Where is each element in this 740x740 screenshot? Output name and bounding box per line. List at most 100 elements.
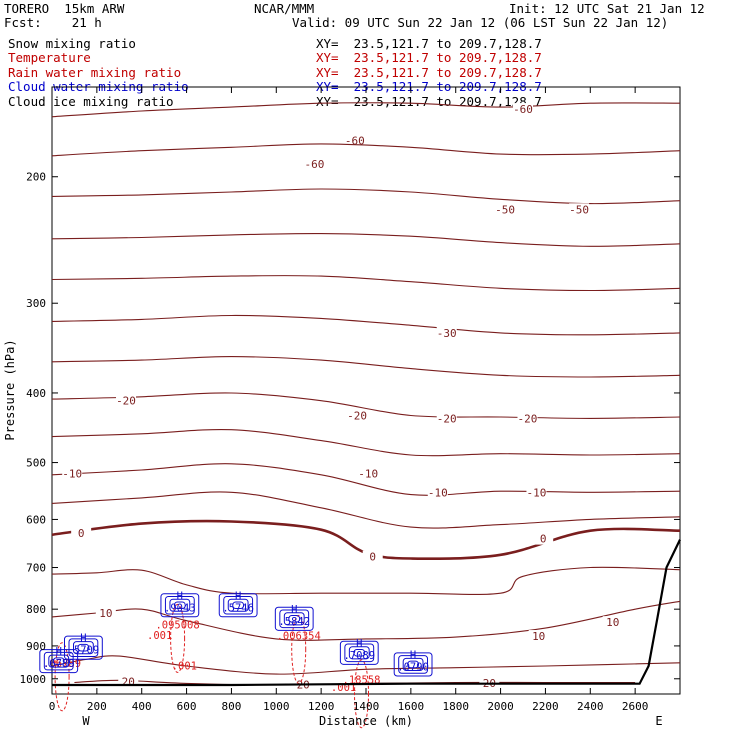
x-tick-label: 200 (87, 700, 107, 713)
cloud-water-high-marker: H (235, 590, 241, 602)
temperature-contour-label: -20 (116, 395, 136, 408)
contour-label-bg (569, 203, 590, 216)
temperature-contour-line (51, 314, 681, 336)
cloud-water-contour (218, 593, 258, 618)
temperature-contour-line (51, 275, 681, 292)
temperature-contour-line (51, 600, 681, 641)
contour-label-bg (436, 412, 457, 425)
cloud-water-contour (288, 614, 301, 623)
plot-frame (51, 86, 681, 695)
contour-label-bg (427, 486, 448, 499)
temperature-contour-line (51, 392, 681, 419)
cloud-water-high-marker: H (56, 646, 62, 658)
x-tick-label: 800 (221, 700, 241, 713)
x-tick-label: 400 (132, 700, 152, 713)
contour-label-bg (362, 550, 383, 563)
model-title: TORERO 15km ARW (4, 1, 125, 16)
cloud-water-contour (339, 640, 379, 665)
y-tick-label: 400 (26, 387, 46, 400)
cloud-water-contour (223, 595, 254, 615)
temperature-contour-line (51, 428, 681, 457)
cloud-water-contour (77, 643, 90, 652)
cloud-water-high-marker: H (177, 590, 183, 602)
cloud-water-high-marker: H (291, 604, 297, 616)
cloud-water-contour (283, 612, 305, 626)
temperature-contour-label: 0 (369, 551, 376, 564)
contour-label-bg (528, 630, 549, 643)
cloud-water-high-marker: H (410, 649, 416, 661)
temperature-contour-label: 20 (122, 675, 135, 688)
cloud-water-max-label: .7089 (343, 650, 375, 662)
temperature-contour-line (51, 463, 681, 496)
x-tick-label: 1400 (353, 700, 380, 713)
terrain-surface (52, 539, 681, 687)
y-tick-label: 900 (26, 640, 46, 653)
temperature-contour-label: 0 (540, 533, 547, 546)
cloud-water-contour (173, 601, 186, 610)
cloud-water-contour (52, 657, 65, 665)
rain-contour-label: .001 (147, 630, 172, 642)
temperature-contour-line (51, 233, 681, 247)
contour-label-bg (95, 607, 116, 620)
field-label-snow: Snow mixing ratio (8, 36, 136, 51)
cloud-water-contour (393, 652, 433, 677)
contour-label-bg (116, 394, 137, 407)
cloud-water-contour (232, 601, 245, 610)
cloud-water-contour (73, 641, 94, 655)
cloud-water-high-marker: H (80, 633, 86, 645)
x-tick-label: 600 (177, 700, 197, 713)
temperature-contour-line (51, 143, 681, 157)
cloud-water-contour (398, 655, 429, 674)
temperature-contour-label: -60 (345, 134, 365, 147)
axes: 0 200 400 600 800 1000 1200 1400 1600 1800 2000 220… (20, 87, 680, 713)
cloud-water-contour (68, 638, 99, 657)
rain-max-label: .095008 (155, 619, 199, 631)
temperature-contour-label: 0 (78, 527, 85, 540)
temperature-contour-line (51, 491, 681, 529)
temperature-contour-label: 10 (532, 630, 545, 643)
x-tick-label: 0 (49, 700, 56, 713)
y-tick-label: 500 (26, 457, 46, 470)
field-xy-rain: XY= 23.5,121.7 to 209.7,128.7 (316, 65, 542, 80)
cloud-water-contour (64, 635, 103, 660)
y-tick-label: 600 (26, 513, 46, 526)
temperature-contour-label: -60 (304, 158, 324, 171)
temperature-contours: -60 -60 -60 -50 -50 -30 -20 -20 -20 -20 -10 -10 -10 -… (51, 102, 681, 691)
temperature-contour-line (51, 655, 681, 675)
temperature-contour-label: -10 (527, 486, 547, 499)
x-tick-label: 1000 (263, 700, 290, 713)
contour-label-bg (358, 467, 379, 480)
temperature-contour-line (51, 102, 681, 118)
temperature-contour-label: -30 (437, 327, 457, 340)
x-tick-label: 2400 (577, 700, 604, 713)
contour-label-bg (526, 486, 547, 499)
cloud-water-max-label: .9043 (164, 602, 196, 614)
temperature-contour-label: -60 (513, 103, 533, 116)
valid-time: Valid: 09 UTC Sun 22 Jan 12 (06 LST Sun … (292, 15, 669, 30)
forecast-hour: Fcst: 21 h (4, 15, 102, 30)
cloud-water-contour (227, 598, 249, 612)
rain-contour (291, 614, 307, 684)
terrain-line (52, 539, 681, 687)
cloud-water-contour (48, 654, 70, 668)
y-tick-label: 300 (26, 297, 46, 310)
temperature-contour-label: -10 (358, 468, 378, 481)
x-tick-label: 1600 (398, 700, 425, 713)
init-time: Init: 12 UTC Sat 21 Jan 12 (509, 1, 705, 16)
y-tick-label: 700 (26, 562, 46, 575)
cloud-water-max-label: .0790 (397, 661, 429, 673)
temperature-contour-label: -20 (347, 410, 367, 423)
cloud-water-contour (160, 593, 200, 618)
cloud-water-contour (39, 649, 79, 674)
temperature-contour-line (51, 356, 681, 378)
cloud-water-max-label: .5746 (222, 602, 254, 614)
cloud-water-contour (279, 609, 310, 629)
field-xy-temperature: XY= 23.5,121.7 to 209.7,128.7 (316, 50, 542, 65)
cloud-water-contour (402, 657, 424, 671)
contour-label-bg (304, 158, 325, 171)
rain-contour (170, 603, 186, 673)
rain-contour-label: .001 (172, 660, 197, 672)
field-label-temperature: Temperature (8, 50, 91, 65)
cloud-water-contour (344, 643, 375, 663)
contour-label-bg (533, 532, 554, 545)
